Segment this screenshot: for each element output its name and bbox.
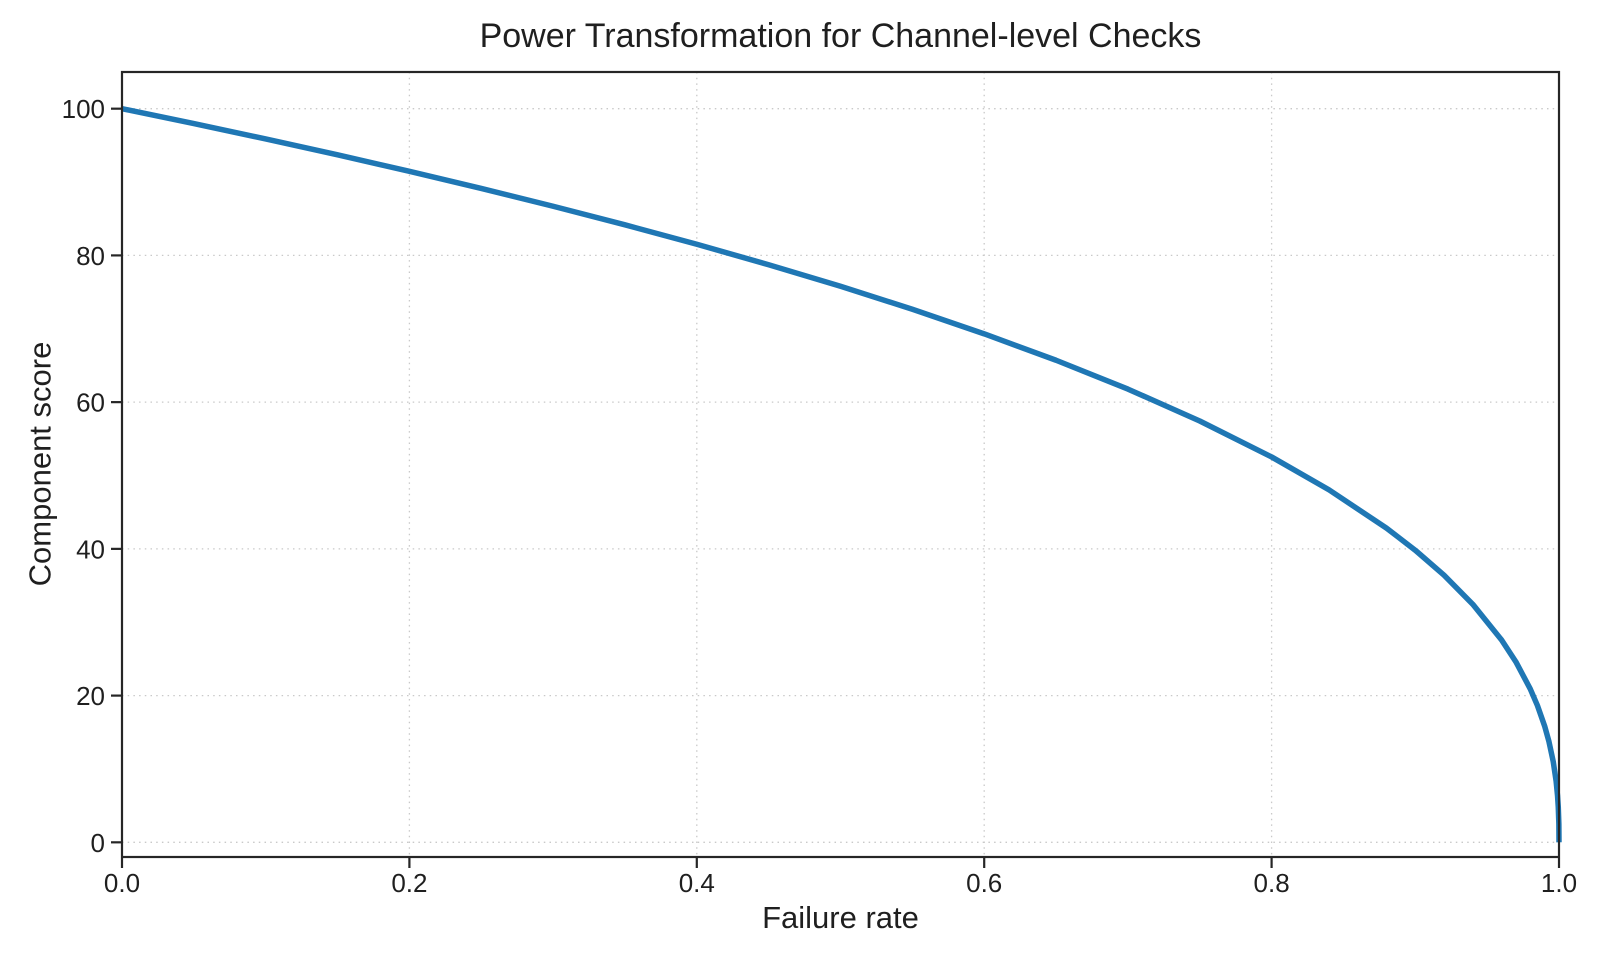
y-tick-label: 100 [62,94,105,124]
y-tick-label: 80 [76,241,105,271]
y-tick-label: 0 [91,828,105,858]
component-score-curve [121,105,1562,843]
y-axis-label: Component score [22,341,58,587]
x-axis-label: Failure rate [762,900,919,935]
y-tick-label: 20 [76,681,105,711]
x-tick-label: 0.8 [1254,868,1290,898]
x-tick-label: 0.6 [966,868,1002,898]
y-tick-label: 40 [76,534,105,564]
x-tick-label: 1.0 [1541,868,1577,898]
x-tick-label: 0.2 [391,868,427,898]
x-tick-label: 0.0 [104,868,140,898]
chart-title: Power Transformation for Channel-level C… [479,17,1202,55]
x-tick-label: 0.4 [679,868,715,898]
axes-spines [120,70,1561,859]
y-tick-label: 60 [76,388,105,418]
